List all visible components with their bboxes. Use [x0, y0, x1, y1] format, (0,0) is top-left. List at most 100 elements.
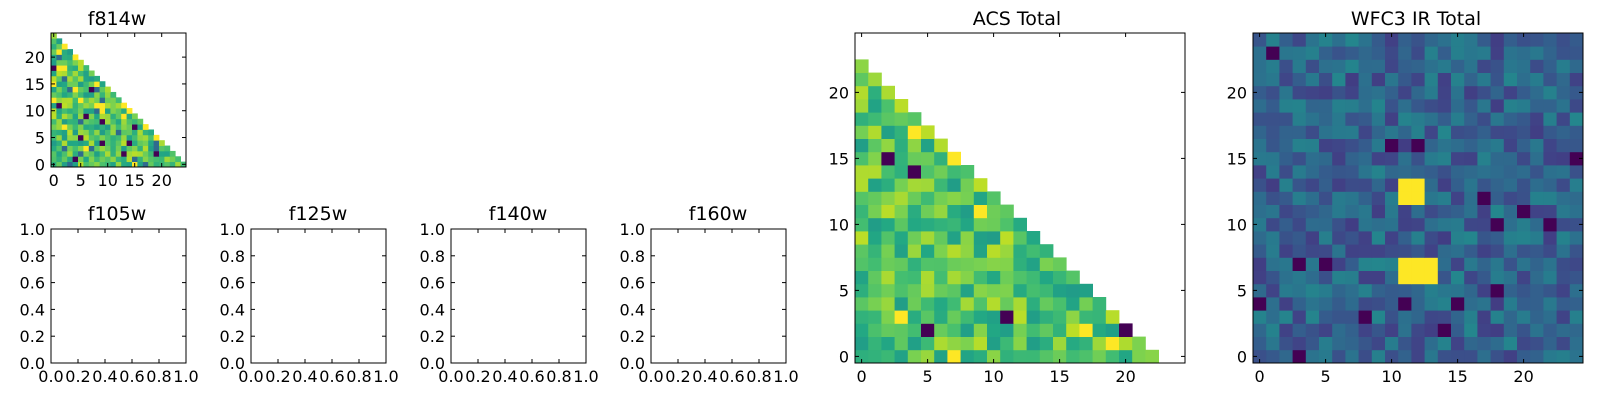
- heatmap-cell: [1451, 46, 1465, 60]
- heatmap-cell: [67, 108, 73, 114]
- heatmap-cell: [881, 85, 895, 100]
- heatmap-cell: [110, 161, 117, 168]
- y-tick-label: 10: [1227, 215, 1247, 234]
- heatmap-cell: [1530, 112, 1544, 126]
- heatmap-cell: [148, 129, 154, 136]
- heatmap-cell: [1477, 244, 1491, 258]
- heatmap-cell: [1477, 297, 1491, 311]
- heatmap-cell: [921, 217, 935, 232]
- heatmap-cell: [1503, 33, 1518, 47]
- heatmap-cell: [1253, 72, 1267, 87]
- heatmap-cell: [973, 336, 988, 351]
- heatmap-cell: [1517, 283, 1531, 298]
- heatmap-cell: [1253, 204, 1267, 219]
- heatmap-cell: [51, 118, 57, 125]
- heatmap-cell: [83, 134, 90, 141]
- heatmap-cell: [121, 108, 127, 114]
- x-tick-label: 0.8: [546, 367, 571, 386]
- heatmap-cell: [1371, 349, 1386, 364]
- heatmap-cell: [159, 140, 165, 146]
- heatmap-cell: [67, 54, 73, 61]
- heatmap-cell: [855, 336, 869, 351]
- x-tick-label: 0: [857, 367, 867, 386]
- heatmap-cell: [1543, 204, 1557, 219]
- heatmap-cell: [1556, 72, 1571, 87]
- heatmap-cell: [1013, 217, 1027, 232]
- heatmap-cell: [61, 108, 68, 114]
- heatmap-cell: [61, 86, 68, 93]
- heatmap-cell: [99, 156, 106, 163]
- heatmap-cell: [94, 140, 100, 146]
- heatmap-cell: [1490, 178, 1505, 192]
- heatmap-cell: [1253, 178, 1267, 192]
- heatmap-cell: [921, 270, 935, 285]
- heatmap-cell: [934, 349, 948, 364]
- heatmap-cell: [1411, 138, 1425, 153]
- heatmap-cell: [881, 217, 895, 232]
- heatmap-cell: [169, 150, 176, 157]
- heatmap-cell: [105, 108, 111, 114]
- heatmap-cell: [1556, 85, 1571, 100]
- heatmap-cell: [1279, 204, 1293, 219]
- heatmap-cell: [1358, 231, 1373, 245]
- heatmap-cell: [159, 156, 165, 163]
- heatmap-cell: [1279, 336, 1293, 351]
- heatmap-cell: [121, 118, 127, 125]
- heatmap-cell: [907, 165, 922, 179]
- x-tick-label: 0.8: [746, 367, 771, 386]
- heatmap-cell: [934, 204, 948, 219]
- heatmap-cell: [1371, 297, 1386, 311]
- heatmap-cell: [61, 54, 68, 61]
- y-tick-label: 1.0: [620, 220, 645, 239]
- heatmap-cell: [1490, 283, 1505, 298]
- heatmap-cell: [1013, 310, 1027, 324]
- heatmap-cell: [1424, 336, 1439, 351]
- heatmap-cell: [1319, 297, 1333, 311]
- heatmap-cell: [1411, 349, 1425, 364]
- heatmap-cell: [1253, 85, 1267, 100]
- heatmap-cell: [1411, 270, 1425, 285]
- heatmap-cell: [894, 112, 909, 126]
- heatmap-cell: [1503, 59, 1518, 73]
- heatmap-cell: [1451, 125, 1465, 139]
- y-tick-label: 15: [25, 75, 45, 94]
- heatmap-cell: [1464, 46, 1478, 60]
- heatmap-cell: [1569, 231, 1584, 245]
- heatmap-cell: [105, 156, 111, 163]
- heatmap-cell: [56, 38, 63, 45]
- heatmap-cell: [1411, 191, 1425, 205]
- heatmap-cell: [1437, 257, 1452, 271]
- heatmap-cell: [1105, 336, 1120, 351]
- heatmap-cell: [1477, 310, 1491, 324]
- heatmap-cell: [51, 145, 57, 152]
- heatmap-cell: [1319, 231, 1333, 245]
- heatmap-cell: [881, 349, 895, 364]
- heatmap-cell: [1279, 244, 1293, 258]
- heatmap-cell: [126, 134, 133, 141]
- heatmap-cell: [1411, 46, 1425, 60]
- heatmap-cell: [868, 112, 882, 126]
- heatmap-cell: [1543, 72, 1557, 87]
- heatmap-cell: [1319, 283, 1333, 298]
- heatmap-cell: [1517, 270, 1531, 285]
- heatmap-cell: [115, 140, 122, 146]
- heatmap-cell: [868, 270, 882, 285]
- heatmap-cell: [72, 54, 79, 61]
- heatmap-cell: [1556, 283, 1571, 298]
- heatmap-cell: [105, 124, 111, 130]
- heatmap-cell: [78, 65, 84, 71]
- heatmap-cell: [88, 129, 95, 136]
- heatmap-cell: [907, 310, 922, 324]
- heatmap-cell: [1424, 310, 1439, 324]
- heatmap-cell: [1292, 59, 1307, 73]
- heatmap-cell: [121, 140, 127, 146]
- heatmap-cell: [1332, 323, 1346, 337]
- heatmap-cell: [56, 91, 63, 98]
- heatmap-cell: [1437, 72, 1452, 87]
- heatmap-cell: [1556, 349, 1571, 364]
- heatmap-cell: [1490, 165, 1505, 179]
- heatmap-cell: [56, 54, 63, 61]
- heatmap-cell: [126, 156, 133, 163]
- heatmap-cell: [164, 161, 171, 168]
- heatmap-cell: [1039, 283, 1054, 298]
